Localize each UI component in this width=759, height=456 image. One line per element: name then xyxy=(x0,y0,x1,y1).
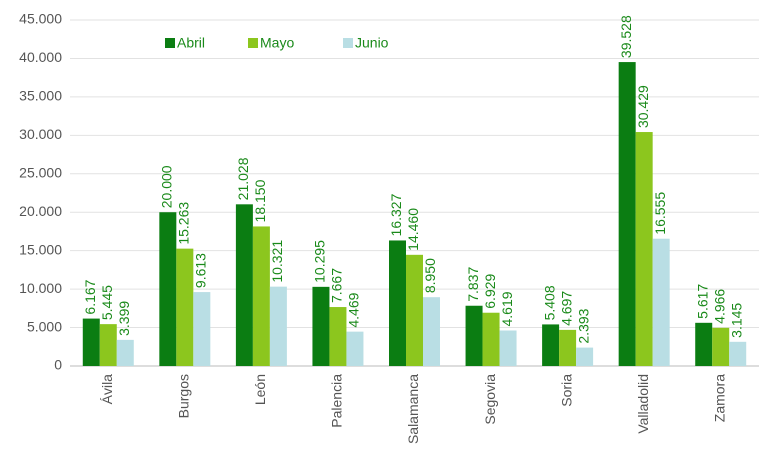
y-tick-label: 30.000 xyxy=(19,126,62,142)
value-label: 4.966 xyxy=(711,289,727,324)
x-tick-label: Ávila xyxy=(99,374,115,405)
legend-label: Mayo xyxy=(260,35,294,51)
y-tick-label: 40.000 xyxy=(19,49,62,65)
value-label: 7.667 xyxy=(329,268,345,303)
bar xyxy=(499,330,517,366)
bar xyxy=(99,324,117,366)
value-label: 16.555 xyxy=(652,192,668,235)
value-label: 5.408 xyxy=(541,285,557,320)
value-label: 20.000 xyxy=(159,165,175,208)
value-label: 7.837 xyxy=(465,266,481,301)
bar xyxy=(465,305,483,366)
x-tick-label: Burgos xyxy=(176,374,192,418)
value-label: 8.950 xyxy=(422,258,438,293)
value-label: 5.617 xyxy=(694,284,710,319)
value-label: 39.528 xyxy=(618,15,634,58)
bar xyxy=(235,204,253,366)
value-label: 3.145 xyxy=(728,303,744,338)
y-tick-label: 45.000 xyxy=(19,11,62,27)
bar xyxy=(652,238,670,366)
x-tick-label: Segovia xyxy=(482,374,498,425)
bar xyxy=(423,297,440,366)
bar xyxy=(559,329,577,366)
x-tick-label: Soria xyxy=(558,374,574,407)
value-label: 18.150 xyxy=(252,179,268,222)
y-tick-label: 0 xyxy=(54,357,62,373)
y-tick-label: 20.000 xyxy=(19,203,62,219)
value-label: 4.697 xyxy=(558,291,574,326)
y-tick-label: 25.000 xyxy=(19,164,62,180)
x-tick-label: Zamora xyxy=(711,374,727,422)
y-tick-label: 5.000 xyxy=(27,318,62,334)
value-label: 4.619 xyxy=(499,291,515,326)
legend-swatch xyxy=(165,38,175,48)
bar xyxy=(176,248,194,366)
value-label: 6.929 xyxy=(482,273,498,308)
bar xyxy=(576,347,594,366)
x-tick-label: Palencia xyxy=(329,374,345,428)
bar xyxy=(729,341,747,366)
bar xyxy=(346,331,364,366)
value-label: 6.167 xyxy=(82,279,98,314)
bar xyxy=(482,312,500,366)
value-label: 21.028 xyxy=(235,157,251,200)
x-tick-label: Salamanca xyxy=(405,374,421,444)
bar xyxy=(406,254,423,366)
legend-label: Abril xyxy=(177,35,205,51)
bar xyxy=(389,240,406,366)
legend-swatch xyxy=(343,38,353,48)
value-label: 14.460 xyxy=(405,208,421,251)
value-label: 16.327 xyxy=(388,193,404,236)
y-tick-label: 15.000 xyxy=(19,241,62,257)
value-label: 30.429 xyxy=(635,85,651,128)
bar xyxy=(712,327,730,366)
x-tick-label: León xyxy=(252,374,268,405)
bar xyxy=(159,212,177,366)
legend-swatch xyxy=(248,38,258,48)
bar xyxy=(312,286,330,366)
value-label: 4.469 xyxy=(346,292,362,327)
value-label: 10.295 xyxy=(312,240,328,283)
bar xyxy=(269,286,287,366)
bar xyxy=(635,132,653,366)
bar xyxy=(116,339,134,366)
bar xyxy=(82,318,100,366)
value-label: 9.613 xyxy=(193,253,209,288)
value-label: 2.393 xyxy=(575,308,591,343)
bar xyxy=(542,324,560,366)
bar xyxy=(252,226,270,366)
x-tick-label: Valladolid xyxy=(635,374,651,434)
y-tick-label: 10.000 xyxy=(19,280,62,296)
value-label: 10.321 xyxy=(269,240,285,283)
y-tick-label: 35.000 xyxy=(19,88,62,104)
bar xyxy=(695,322,713,366)
legend-label: Junio xyxy=(355,35,389,51)
value-label: 5.445 xyxy=(99,285,115,320)
bar xyxy=(193,292,211,366)
bar xyxy=(329,307,347,366)
value-label: 15.263 xyxy=(176,202,192,245)
value-label: 3.399 xyxy=(116,301,132,336)
bar xyxy=(618,62,636,366)
